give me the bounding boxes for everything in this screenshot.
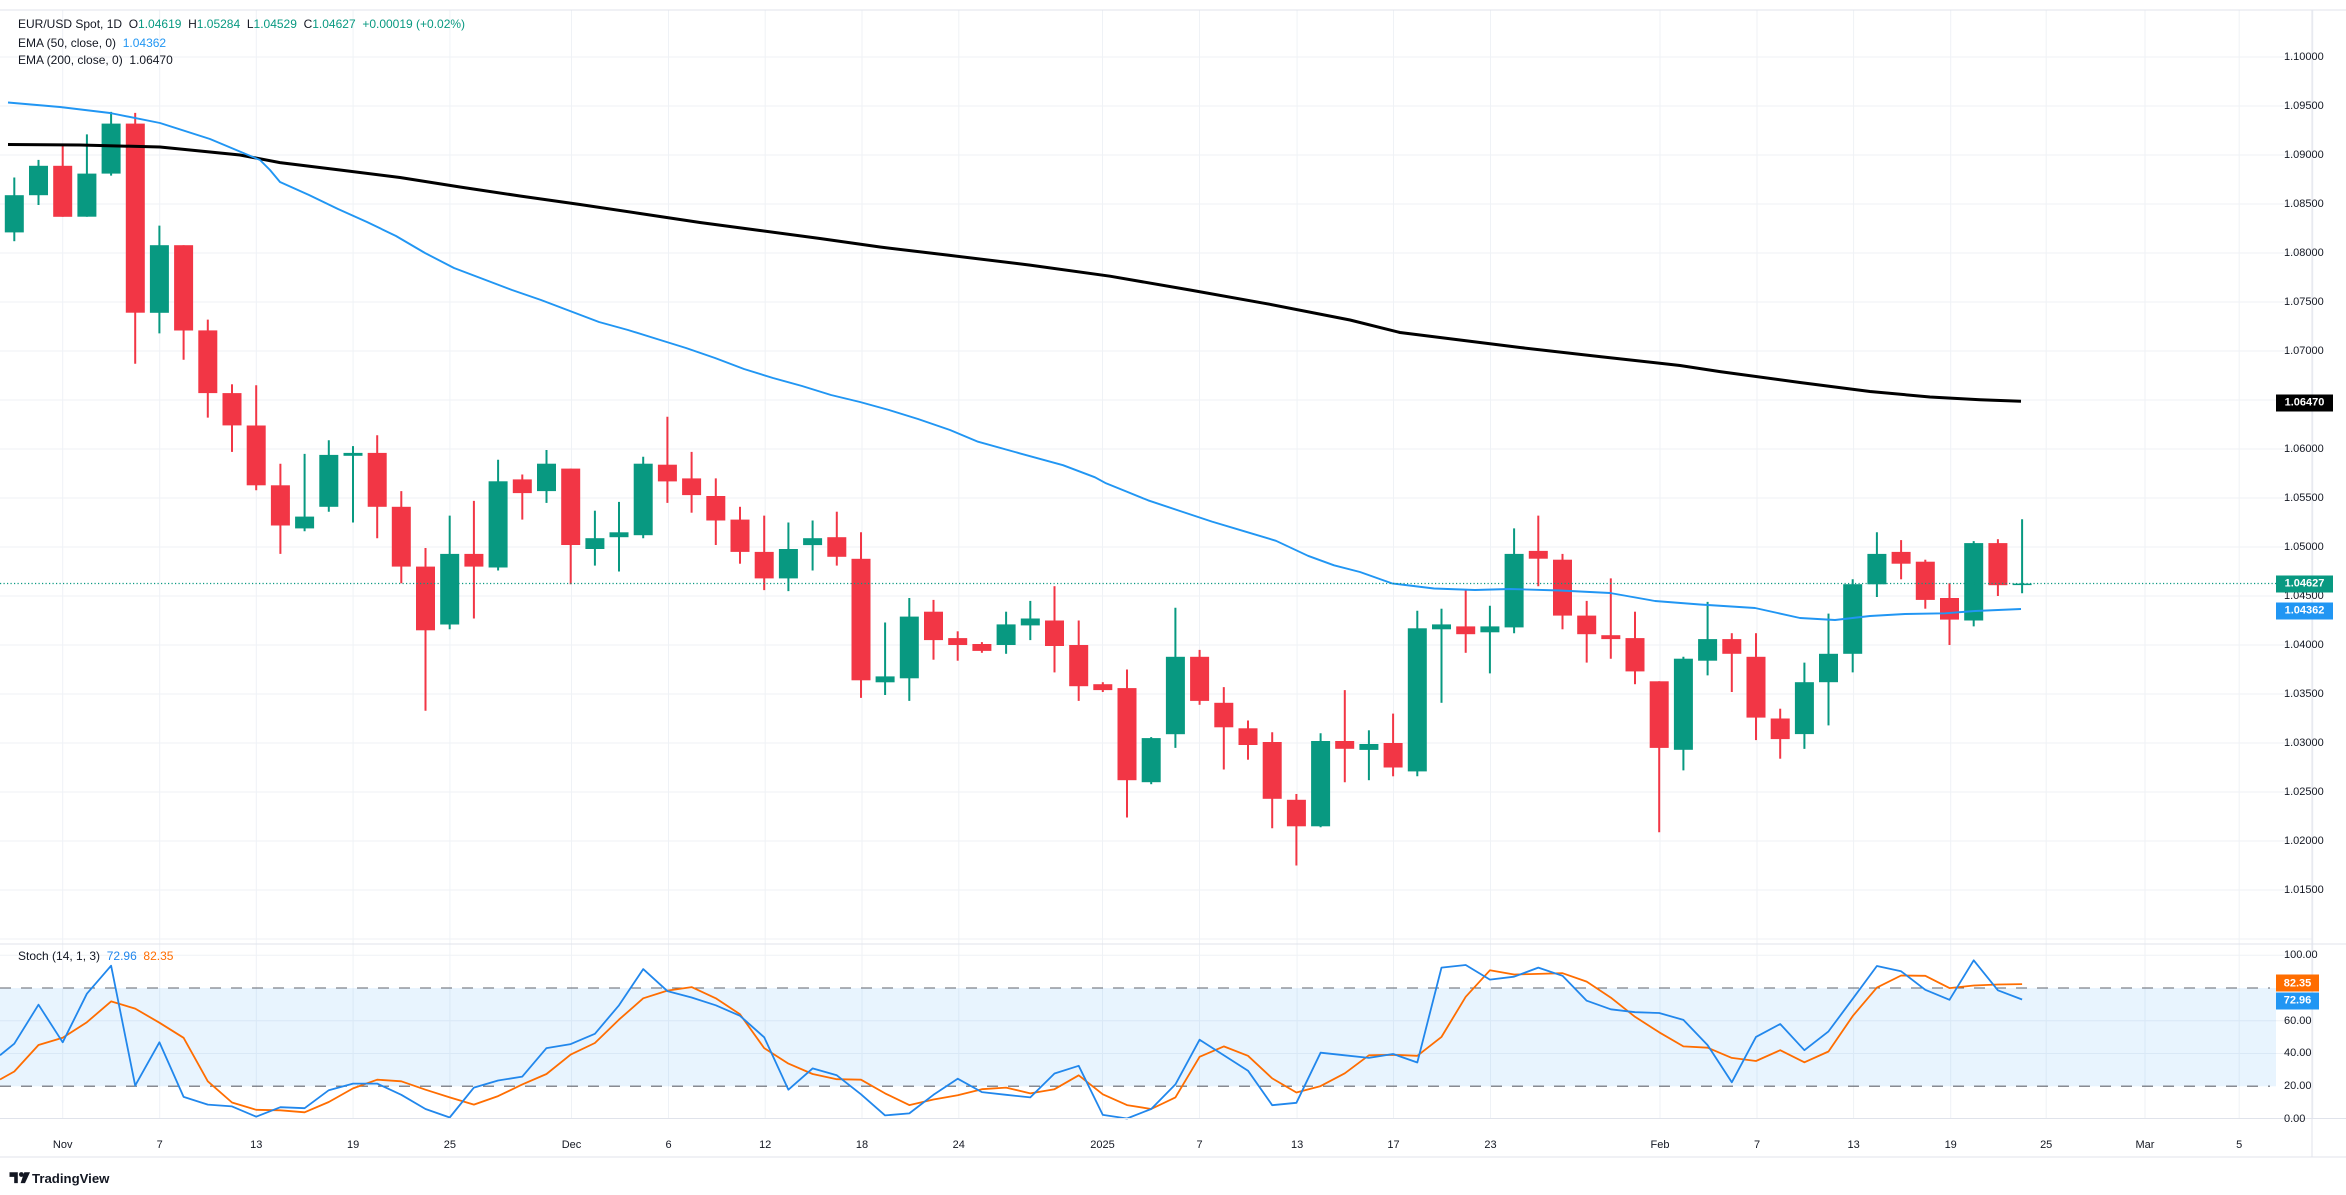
svg-text:TradingView: TradingView [32, 1171, 110, 1186]
